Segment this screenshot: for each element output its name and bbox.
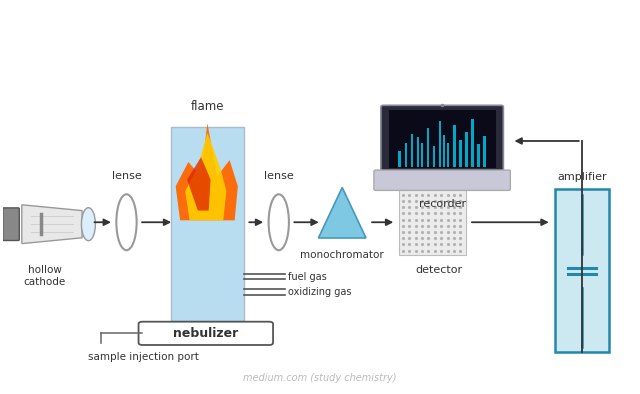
Text: amplifier: amplifier bbox=[557, 172, 607, 182]
Ellipse shape bbox=[81, 208, 95, 241]
Text: medium.com (study chemistry): medium.com (study chemistry) bbox=[243, 374, 397, 383]
Text: nebulizer: nebulizer bbox=[173, 327, 239, 340]
Text: flame: flame bbox=[191, 100, 224, 113]
FancyBboxPatch shape bbox=[374, 170, 510, 190]
Bar bbox=[433, 147, 435, 167]
Polygon shape bbox=[319, 188, 366, 238]
Bar bbox=[399, 151, 401, 167]
FancyBboxPatch shape bbox=[399, 189, 466, 255]
Bar bbox=[459, 140, 461, 167]
Polygon shape bbox=[187, 157, 211, 211]
Text: detector: detector bbox=[415, 265, 463, 275]
Bar bbox=[471, 119, 474, 167]
FancyBboxPatch shape bbox=[388, 110, 496, 169]
Text: monochromator: monochromator bbox=[300, 250, 384, 260]
Text: sample injection port: sample injection port bbox=[88, 352, 199, 362]
Bar bbox=[411, 134, 413, 167]
Text: recorder: recorder bbox=[419, 199, 466, 209]
Polygon shape bbox=[22, 205, 82, 243]
Text: lense: lense bbox=[264, 171, 294, 181]
FancyBboxPatch shape bbox=[171, 127, 244, 321]
Bar bbox=[465, 132, 468, 167]
Bar bbox=[483, 136, 486, 167]
Text: fuel gas: fuel gas bbox=[288, 271, 327, 282]
Bar bbox=[453, 125, 456, 167]
Bar bbox=[447, 143, 449, 167]
Bar bbox=[477, 144, 480, 167]
FancyBboxPatch shape bbox=[138, 322, 273, 345]
Bar bbox=[420, 143, 423, 167]
Text: hollow
cathode: hollow cathode bbox=[24, 265, 66, 286]
FancyBboxPatch shape bbox=[381, 105, 503, 173]
Bar bbox=[443, 135, 445, 167]
Bar bbox=[417, 138, 419, 167]
Text: oxidizing gas: oxidizing gas bbox=[288, 287, 352, 297]
FancyBboxPatch shape bbox=[3, 208, 19, 240]
FancyBboxPatch shape bbox=[555, 189, 609, 352]
Bar bbox=[404, 143, 407, 167]
Bar bbox=[439, 121, 442, 167]
Polygon shape bbox=[175, 123, 238, 220]
Bar bbox=[427, 128, 429, 167]
Text: lense: lense bbox=[111, 171, 141, 181]
Polygon shape bbox=[185, 133, 227, 220]
